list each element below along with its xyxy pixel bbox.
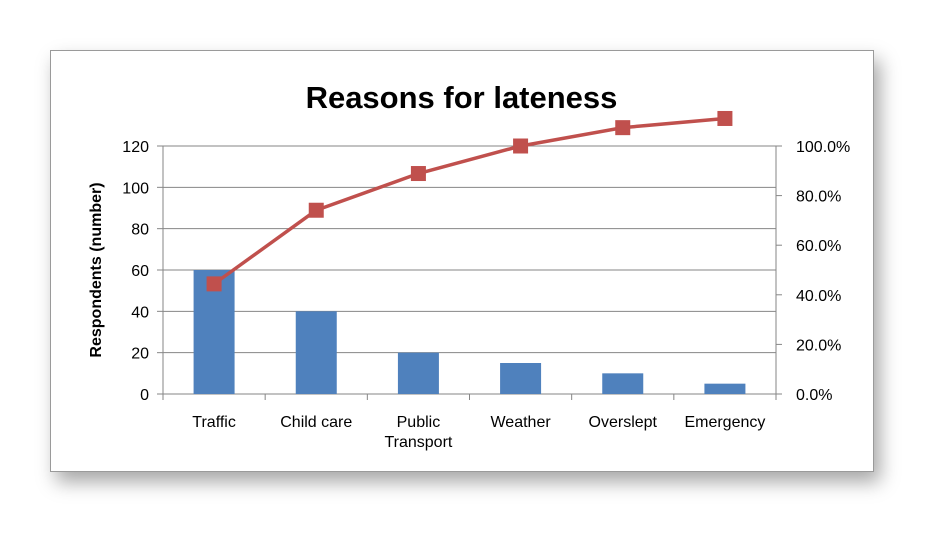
bar-5 [704, 383, 746, 394]
chart-card [50, 50, 874, 472]
y-axis-label: Respondents (number) [88, 182, 105, 357]
bar-2 [397, 352, 439, 394]
x-tick-label: Traffic [192, 414, 236, 431]
y-tick-label: 40 [131, 304, 149, 321]
y-tick-label: 100 [122, 180, 149, 197]
y-tick-label: 80 [131, 222, 149, 239]
x-tick-label: Overslept [589, 414, 658, 431]
y2-tick-label: 20.0% [796, 337, 841, 354]
line-marker-0 [206, 276, 222, 292]
x-tick-label: Weather [490, 414, 551, 431]
line-marker-4 [615, 120, 631, 136]
x-tick-label: Public Transport [384, 414, 452, 451]
y2-tick-label: 60.0% [796, 238, 841, 255]
y-tick-label: 0 [140, 387, 149, 404]
chart-title: Reasons for lateness [306, 80, 618, 115]
y2-tick-label: 100.0% [796, 139, 850, 156]
y2-tick-label: 80.0% [796, 189, 841, 206]
cumulative-line [213, 116, 726, 286]
line-marker-2 [410, 166, 426, 182]
y2-tick-label: 0.0% [796, 387, 832, 404]
y-tick-label: 120 [122, 139, 149, 156]
line-marker-5 [717, 110, 733, 126]
x-tick-label: Emergency [684, 414, 765, 431]
bar-4 [602, 373, 644, 394]
bar-1 [295, 311, 337, 394]
line-marker-3 [513, 138, 529, 154]
bar-3 [500, 363, 542, 394]
y-tick-label: 20 [131, 346, 149, 363]
y-tick-label: 60 [131, 263, 149, 280]
line-marker-1 [308, 202, 324, 218]
y2-tick-label: 40.0% [796, 288, 841, 305]
x-tick-label: Child care [280, 414, 352, 431]
